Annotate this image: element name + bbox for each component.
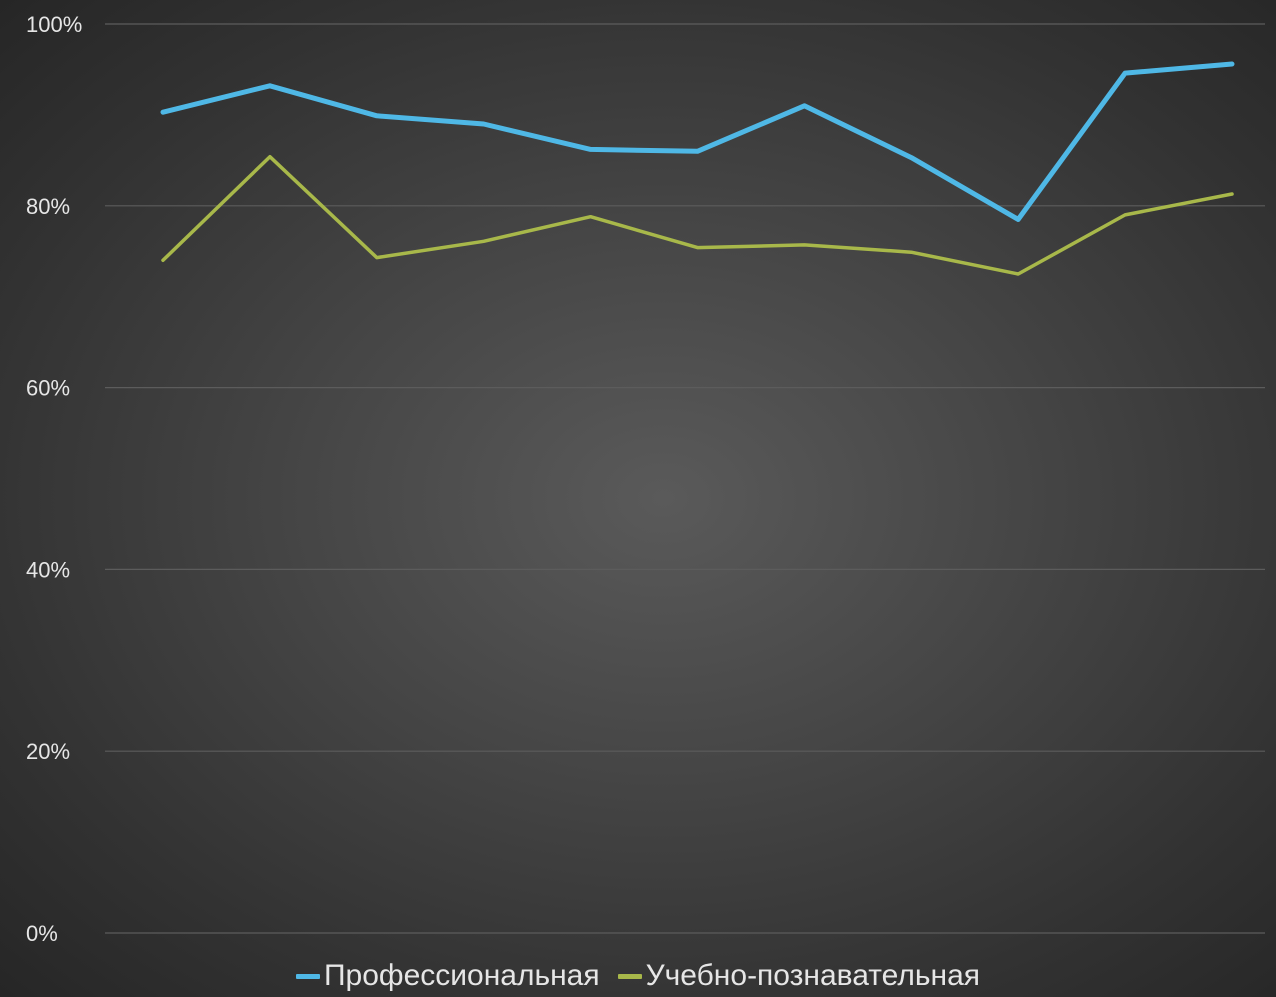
legend-swatch-series-2 [617, 973, 642, 979]
y-tick-label: 40% [26, 557, 70, 582]
series-line-2 [161, 154, 1234, 276]
legend-label-series-1: Профессиональная [323, 959, 600, 992]
y-axis-tick-labels: 0% 20% 40% 60% 80% 100% [26, 12, 82, 946]
y-tick-label: 60% [26, 376, 70, 401]
gridlines [105, 23, 1265, 934]
legend-label-series-2: Учебно-познавательная [645, 959, 981, 992]
y-tick-label: 0% [26, 921, 58, 946]
y-tick-label: 20% [26, 739, 70, 764]
y-tick-label: 80% [26, 194, 70, 219]
legend-item-series-1: Профессиональная [295, 959, 600, 992]
legend-item-series-2: Учебно-познавательная [617, 959, 981, 992]
series-lines [160, 61, 1235, 276]
y-tick-label: 100% [26, 12, 82, 37]
series-line-1 [160, 61, 1235, 222]
legend-swatch-series-1 [295, 973, 320, 979]
legend: Профессиональная Учебно-познавательная [0, 956, 1276, 996]
